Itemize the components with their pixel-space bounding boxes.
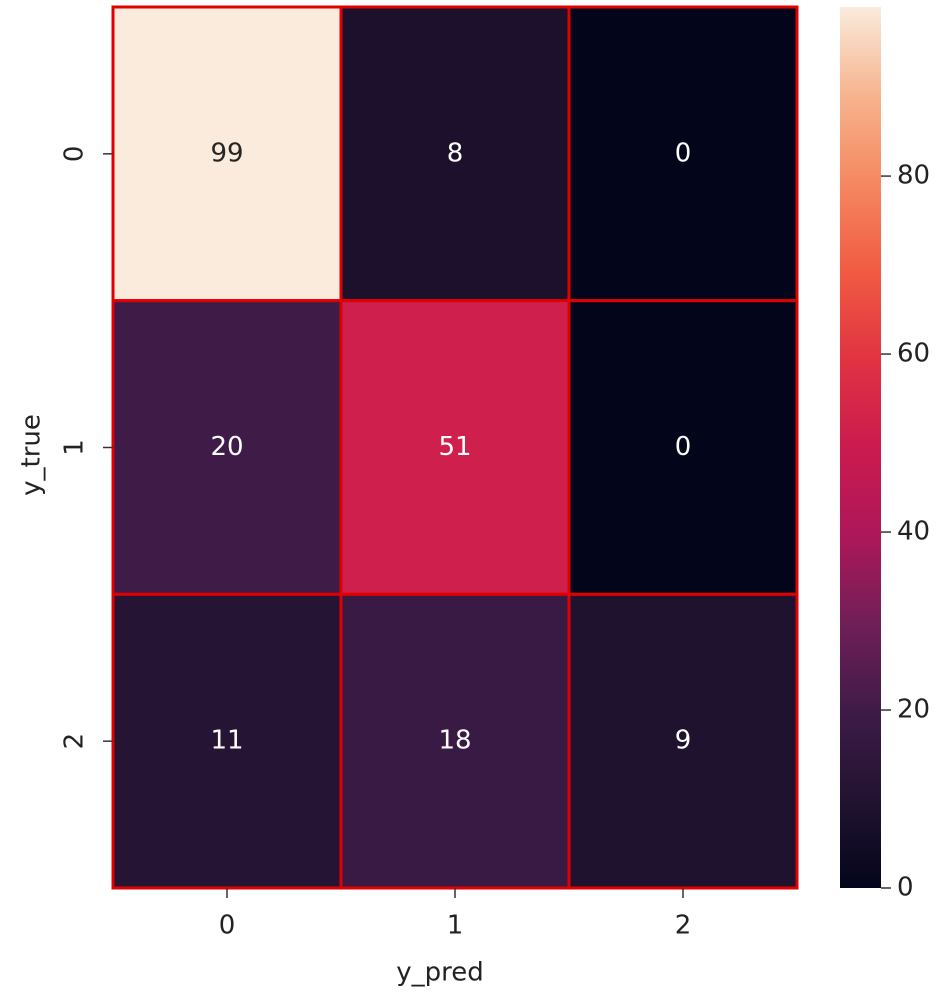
heatmap-cell [339, 5, 571, 303]
cell-annotation: 18 [438, 726, 471, 756]
cell-annotation: 20 [210, 432, 243, 462]
y-tick-label: 2 [60, 733, 90, 750]
x-tick-label: 0 [219, 911, 236, 941]
heatmap-cell [339, 592, 571, 890]
x-tick-label: 1 [447, 911, 464, 941]
colorbar [840, 7, 881, 888]
cell-annotation: 11 [210, 726, 243, 756]
y-tick-label: 0 [60, 146, 90, 163]
x-tick-label: 2 [675, 911, 692, 941]
colorbar-tick-label: 60 [897, 339, 930, 369]
cell-annotation: 51 [438, 432, 471, 462]
y-axis-label: y_true [17, 414, 47, 496]
y-tick-label: 1 [60, 439, 90, 456]
cell-annotation: 0 [675, 432, 692, 462]
cell-annotation: 9 [675, 726, 692, 756]
x-axis-label: y_pred [396, 958, 484, 988]
heatmap-cell [567, 299, 799, 596]
colorbar-tick-label: 20 [897, 695, 930, 725]
cell-annotation: 99 [210, 138, 243, 168]
colorbar-tick-label: 80 [897, 161, 930, 191]
colorbar-tick-label: 0 [897, 873, 914, 903]
heatmap-cell [339, 299, 571, 596]
cell-annotation: 0 [675, 138, 692, 168]
cell-annotation: 8 [447, 138, 464, 168]
colorbar-tick-label: 40 [897, 517, 930, 547]
heatmap-cell [111, 5, 343, 303]
heatmap-cell [111, 299, 343, 596]
heatmap-cell [567, 5, 799, 303]
